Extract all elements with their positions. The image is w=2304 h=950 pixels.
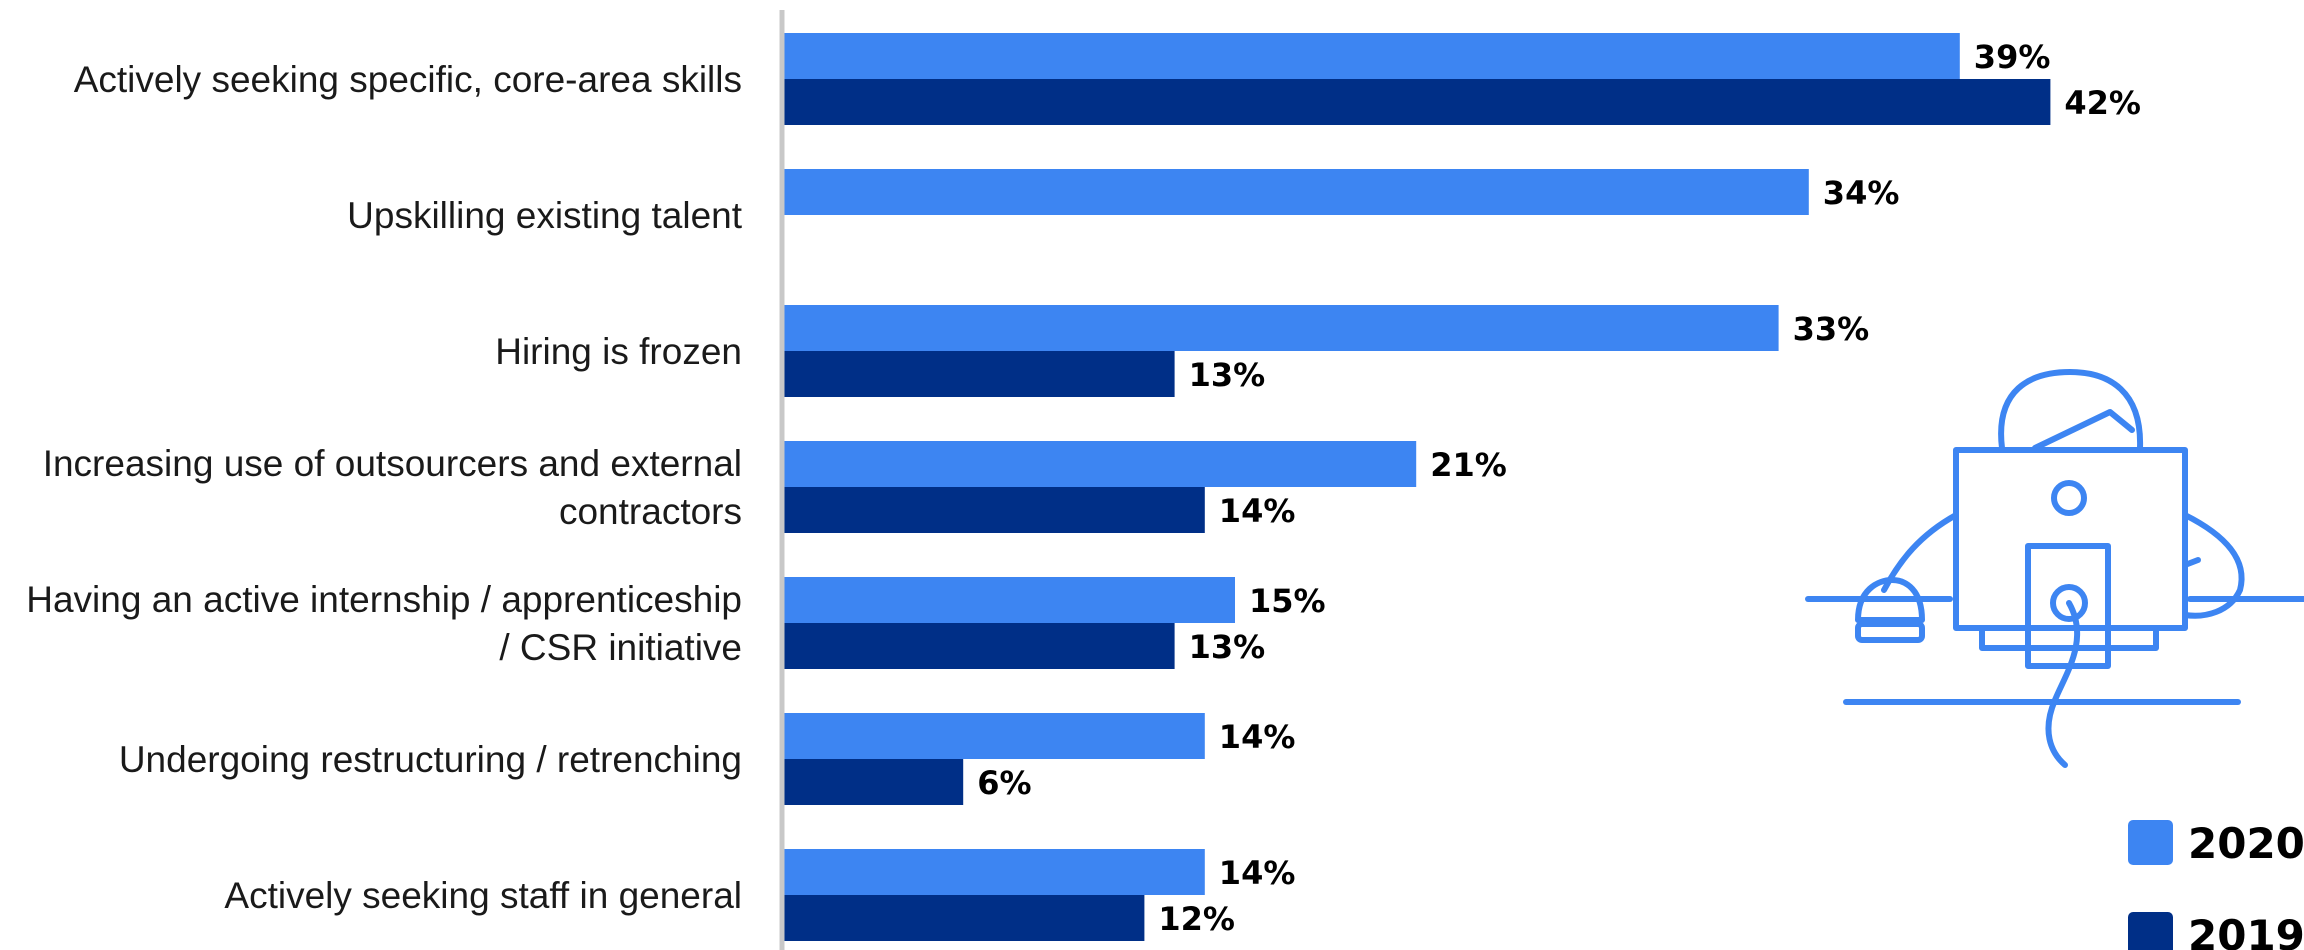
value-label-2019-4: 13% — [1189, 628, 1266, 666]
legend-swatch-2020 — [2128, 820, 2173, 865]
value-label-2019-3: 14% — [1219, 492, 1296, 530]
bar-2020-1 — [782, 169, 1809, 215]
bar-2019-3 — [782, 487, 1205, 533]
legend-item-2020: 2020 — [2128, 819, 2304, 868]
category-label: contractors — [559, 491, 742, 532]
bar-2020-5 — [782, 713, 1205, 759]
bar-2020-0 — [782, 33, 1960, 79]
legend-label-2020: 2020 — [2188, 819, 2304, 868]
category-label: Actively seeking specific, core-area ski… — [74, 59, 742, 100]
category-label: Increasing use of outsourcers and extern… — [43, 443, 742, 484]
legend-label-2019: 2019 — [2188, 911, 2304, 950]
bar-2020-6 — [782, 849, 1205, 895]
value-label-2019-0: 42% — [2064, 84, 2141, 122]
category-label: Having an active internship / apprentice… — [26, 579, 742, 620]
value-label-2019-2: 13% — [1189, 356, 1266, 394]
value-label-2019-5: 6% — [977, 764, 1031, 802]
value-label-2020-1: 34% — [1823, 174, 1900, 212]
category-label: Undergoing restructuring / retrenching — [119, 739, 742, 780]
bar-2019-0 — [782, 79, 2051, 125]
category-label: Hiring is frozen — [495, 331, 742, 372]
bar-2019-6 — [782, 895, 1145, 941]
value-labels-group: 39% 42% 34% 33% 13% 21% 14% 15% 13% 14% 6% 14% 12% — [977, 38, 2141, 938]
value-label-2020-0: 39% — [1974, 38, 2051, 76]
bar-2019-5 — [782, 759, 964, 805]
bar-2020-3 — [782, 441, 1417, 487]
value-label-2020-4: 15% — [1249, 582, 1326, 620]
value-label-2020-5: 14% — [1219, 718, 1296, 756]
value-label-2020-2: 33% — [1793, 310, 1870, 348]
bar-2019-2 — [782, 351, 1175, 397]
legend-swatch-2019 — [2128, 912, 2173, 950]
bar-2020-4 — [782, 577, 1235, 623]
bar-2019-4 — [782, 623, 1175, 669]
bars-group — [782, 33, 2051, 941]
legend: 2020 2019 — [2128, 819, 2304, 950]
category-label: Actively seeking staff in general — [224, 875, 742, 916]
category-label: / CSR initiative — [499, 627, 742, 668]
category-label: Upskilling existing talent — [347, 195, 743, 236]
value-label-2020-6: 14% — [1219, 854, 1296, 892]
value-label-2019-6: 12% — [1158, 900, 1235, 938]
person-at-computer-icon — [1805, 369, 2304, 768]
legend-item-2019: 2019 — [2128, 911, 2304, 950]
value-label-2020-3: 21% — [1430, 446, 1507, 484]
bar-2020-2 — [782, 305, 1779, 351]
category-labels-group: Actively seeking specific, core-area ski… — [26, 59, 742, 916]
